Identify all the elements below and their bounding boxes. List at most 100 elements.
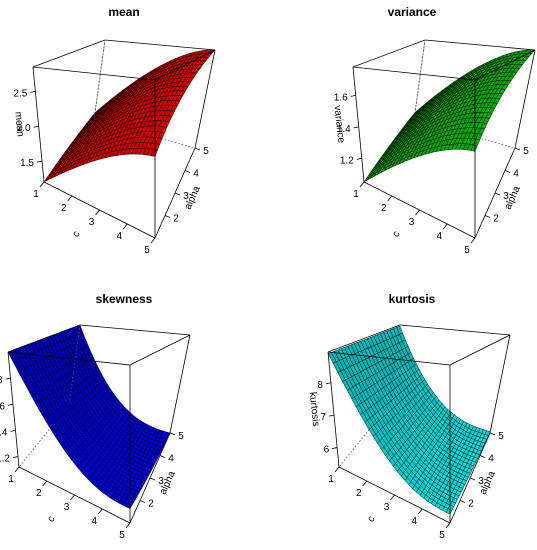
x-tick xyxy=(14,466,20,473)
y-axis-label: alpha xyxy=(478,469,498,496)
box-hidden-edge xyxy=(338,404,390,468)
x-axis-label: c xyxy=(366,514,378,524)
x-tick-label: 3 xyxy=(409,217,415,228)
y-tick-label: 3 xyxy=(183,191,189,202)
z-tick xyxy=(12,456,19,458)
y-tick-label: 5 xyxy=(523,146,529,157)
x-axis-label: c xyxy=(71,229,83,239)
z-tick-label: 1.4 xyxy=(337,124,351,135)
x-tick-label: 3 xyxy=(64,502,70,513)
surface-facet xyxy=(125,503,133,509)
y-tick xyxy=(174,192,181,196)
y-tick xyxy=(194,147,201,151)
box-edge xyxy=(194,49,216,149)
box-edge xyxy=(489,334,511,434)
box-hidden-edge xyxy=(388,324,401,406)
z-tick xyxy=(353,126,359,129)
box-hidden-edge xyxy=(93,39,106,121)
y-axis-label: alpha xyxy=(183,184,203,211)
z-tick-label: 6 xyxy=(324,445,330,456)
z-tick-label: 1.2 xyxy=(0,454,10,465)
box-edge xyxy=(424,39,536,51)
z-axis-label: mean xyxy=(12,111,26,137)
x-axis-label: c xyxy=(391,229,403,239)
box-edge xyxy=(327,324,401,353)
x-tick-label: 4 xyxy=(436,231,442,242)
z-tick-label: 8 xyxy=(317,380,323,391)
x-tick-label: 2 xyxy=(381,203,387,214)
x-tick xyxy=(125,522,131,529)
x-tick xyxy=(470,237,476,244)
panel-variance: variance 12345c2345alpha1.21.41.6varianc… xyxy=(332,5,536,256)
box-edge xyxy=(327,351,451,366)
surface-facet xyxy=(150,149,158,157)
box-edge xyxy=(449,334,511,366)
y-tick xyxy=(164,215,171,218)
box-hidden-edge xyxy=(93,39,106,121)
z-tick xyxy=(5,377,11,380)
box-edge xyxy=(352,39,426,68)
x-tick xyxy=(150,237,156,244)
y-tick xyxy=(469,477,476,481)
z-tick-label: 1.6 xyxy=(334,92,348,103)
z-tick xyxy=(332,447,338,449)
x-tick-label: 4 xyxy=(116,231,122,242)
surface-facet xyxy=(445,508,453,515)
x-tick-label: 3 xyxy=(89,217,95,228)
y-axis-label: alpha xyxy=(503,184,523,211)
y-tick xyxy=(459,500,466,503)
z-axis-label: kurtosis xyxy=(307,392,322,427)
x-tick-label: 2 xyxy=(61,203,67,214)
y-tick xyxy=(159,455,166,458)
box-edge xyxy=(32,66,45,183)
x-tick xyxy=(362,480,368,487)
x-tick xyxy=(122,223,128,230)
x-tick-label: 2 xyxy=(36,488,42,499)
z-tick xyxy=(350,94,356,97)
y-tick-label: 2 xyxy=(468,499,474,510)
panel-title: variance xyxy=(388,5,437,19)
box-edge xyxy=(352,66,365,183)
x-tick-label: 4 xyxy=(411,516,417,527)
y-tick-label: 4 xyxy=(168,454,174,465)
x-tick xyxy=(42,480,48,487)
z-tick-label: 1.2 xyxy=(340,155,354,166)
z-axis-label: variance xyxy=(332,105,347,144)
x-tick-label: 5 xyxy=(439,530,445,541)
box-edge xyxy=(474,49,536,81)
x-tick-label: 1 xyxy=(8,474,14,485)
y-tick-label: 5 xyxy=(203,146,209,157)
box-edge xyxy=(79,324,191,336)
box-hidden-edge xyxy=(18,404,70,468)
z-tick-label: 1.6 xyxy=(0,401,5,412)
z-tick xyxy=(7,403,14,406)
surface-mesh xyxy=(43,49,216,183)
x-tick xyxy=(97,508,103,515)
x-axis-label: c xyxy=(46,514,58,524)
box-hidden-edge xyxy=(68,324,81,406)
y-tick-label: 5 xyxy=(178,431,184,442)
y-tick xyxy=(149,477,156,481)
z-tick-label: 2.0 xyxy=(17,123,31,134)
x-tick xyxy=(442,223,448,230)
z-tick-label: 1.4 xyxy=(0,427,8,438)
box-hidden-edge xyxy=(413,39,426,121)
z-tick xyxy=(10,430,16,432)
z-tick xyxy=(36,160,43,163)
x-tick xyxy=(387,195,393,202)
box-edge xyxy=(7,351,20,468)
x-tick xyxy=(67,195,73,202)
z-tick xyxy=(30,91,36,93)
box-edge xyxy=(7,351,131,366)
panel-skewness: skewness 12345c2345alpha1.21.41.61.8skew… xyxy=(0,292,191,541)
y-tick-label: 4 xyxy=(488,454,494,465)
x-tick xyxy=(70,494,75,501)
y-tick-label: 5 xyxy=(498,431,504,442)
y-tick-label: 2 xyxy=(173,214,179,225)
z-tick xyxy=(325,382,332,385)
x-tick xyxy=(39,181,45,188)
